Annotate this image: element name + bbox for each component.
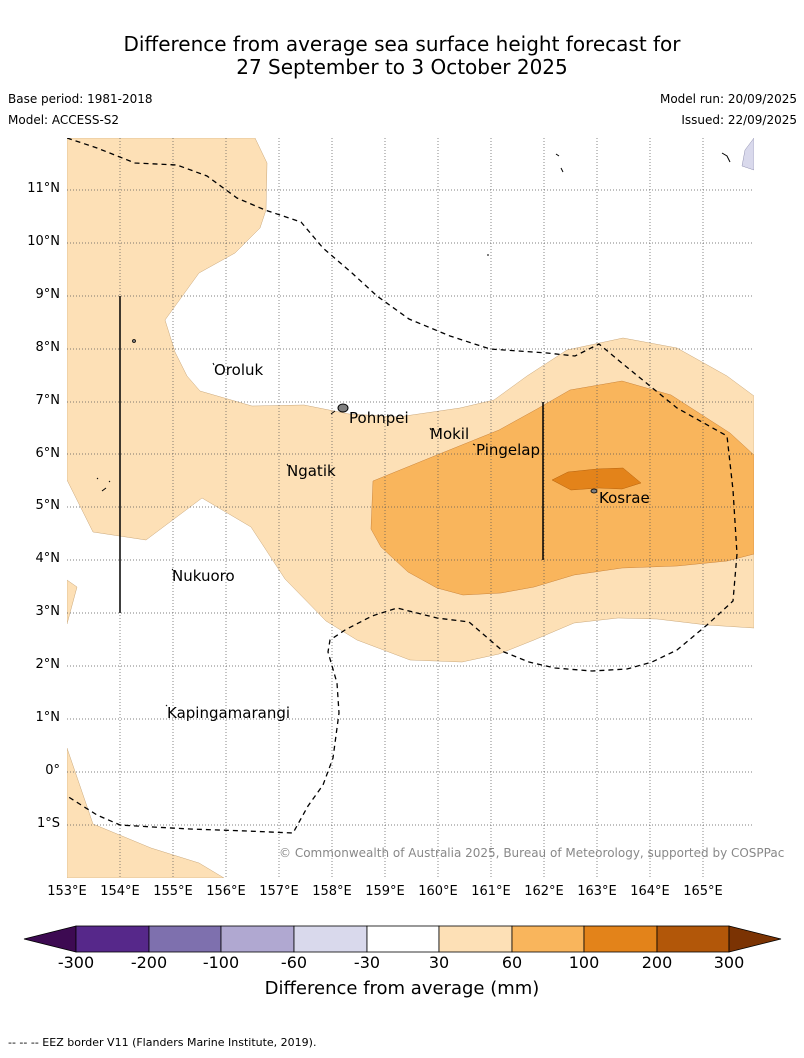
kosrae-island: [590, 488, 598, 494]
lat-label: 0°: [45, 763, 60, 778]
colorbar-segment: [583, 925, 658, 953]
lon-label: 154°E: [100, 884, 140, 899]
lat-label: 10°N: [27, 234, 60, 249]
lat-label: 4°N: [35, 551, 61, 566]
lon-label: 165°E: [683, 884, 723, 899]
place-label-nukuoro: Nukuoro: [172, 567, 235, 585]
lon-label: 162°E: [524, 884, 564, 899]
colorbar-tick-label: -30: [353, 953, 381, 972]
lat-label: 9°N: [35, 287, 61, 302]
colorbar-tick-label: 100: [568, 953, 600, 972]
colorbar-segment: [148, 925, 222, 953]
colorbar-segment: [75, 925, 150, 953]
lat-label: 5°N: [35, 498, 61, 513]
lat-label: 2°N: [35, 657, 61, 672]
lon-label: 164°E: [630, 884, 670, 899]
anomaly-band-30-60-west: [67, 579, 78, 625]
lon-label: 159°E: [365, 884, 405, 899]
lat-label: 7°N: [35, 393, 61, 408]
lon-label: 156°E: [206, 884, 246, 899]
anomaly-band-100-200: [551, 467, 642, 491]
colorbar-segment: [220, 925, 295, 953]
model-name: Model: ACCESS-S2: [8, 113, 120, 127]
lon-label: 161°E: [471, 884, 511, 899]
base-period: Base period: 1981-2018: [8, 92, 153, 106]
colorbar-tick-label: -300: [57, 953, 95, 972]
lon-label: 157°E: [259, 884, 299, 899]
lat-label: 1°N: [35, 710, 61, 725]
lat-label: 8°N: [35, 340, 61, 355]
map-credit: © Commonwealth of Australia 2025, Bureau…: [279, 846, 785, 860]
colorbar-tick-label: -200: [130, 953, 168, 972]
anomaly-band-30-60-southwest: [67, 747, 225, 878]
colorbar-extend-high: [728, 925, 782, 953]
place-label-mokil: Mokil: [430, 425, 470, 443]
lon-label: 153°E: [47, 884, 87, 899]
model-run: Model run: 20/09/2025: [659, 92, 797, 106]
lon-label: 158°E: [312, 884, 352, 899]
colorbar: [23, 925, 782, 953]
place-label-kosrae: Kosrae: [599, 489, 650, 507]
colorbar-tick-label: 300: [713, 953, 745, 972]
place-label-pohnpei: Pohnpei: [349, 409, 409, 427]
colorbar-tick-label: 30: [428, 953, 450, 972]
lon-label: 163°E: [577, 884, 617, 899]
lat-label: 11°N: [27, 181, 60, 196]
graticule: [67, 138, 754, 878]
place-label-oroluk: Oroluk: [214, 361, 264, 379]
eez-footnote: -- -- -- EEZ border V11 (Flanders Marine…: [8, 1036, 317, 1049]
lon-label: 155°E: [153, 884, 193, 899]
colorbar-segment: [438, 925, 513, 953]
northeast-land: [741, 138, 754, 171]
lat-label: 3°N: [35, 604, 61, 619]
place-label-ngatik: Ngatik: [287, 462, 336, 480]
colorbar-tick-label: 200: [641, 953, 673, 972]
colorbar-tick-label: -60: [280, 953, 308, 972]
map-title-line-2: 27 September to 3 October 2025: [236, 55, 568, 79]
lon-label: 160°E: [418, 884, 458, 899]
colorbar-segment: [293, 925, 368, 953]
colorbar-title: Difference from average (mm): [264, 978, 540, 999]
map-title-line-1: Difference from average sea surface heig…: [123, 32, 681, 56]
pakin-island: [132, 339, 136, 343]
colorbar-segment: [656, 925, 730, 953]
eez-border: [67, 138, 738, 834]
place-label-pingelap: Pingelap: [476, 441, 541, 459]
colorbar-extend-low: [23, 925, 77, 953]
colorbar-tick-label: -100: [202, 953, 240, 972]
lat-label: 1°S: [36, 816, 60, 831]
sea-surface-height-map: [67, 138, 754, 878]
colorbar-tick-label: 60: [501, 953, 523, 972]
pohnpei-island: [337, 403, 349, 413]
atoll-markers: [96, 152, 731, 707]
issued-date: Issued: 22/09/2025: [681, 113, 797, 127]
place-label-kapingamarangi: Kapingamarangi: [167, 704, 291, 722]
anomaly-band-60-100: [370, 380, 754, 596]
lat-label: 6°N: [35, 446, 61, 461]
colorbar-segment: [366, 925, 440, 953]
colorbar-segment: [511, 925, 585, 953]
